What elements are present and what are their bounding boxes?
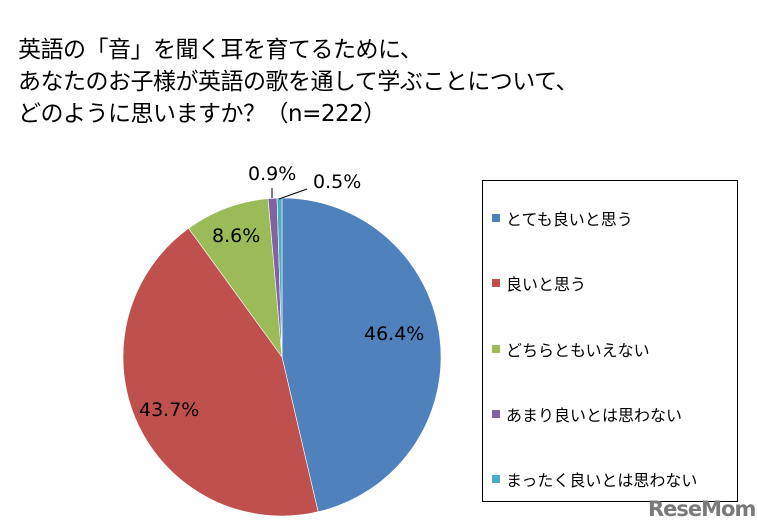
title-line-2: あなたのお子様が英語の歌を通して学ぶことについて、 xyxy=(18,69,578,95)
slice-good xyxy=(122,227,319,517)
title-line-3: どのように思いますか？（n=222） xyxy=(18,101,386,127)
legend-item-not-good-at-all: まったく良いとは思わない xyxy=(492,467,697,491)
legend-label: どちらともいえない xyxy=(506,341,650,360)
pie-slices xyxy=(122,197,442,517)
title-line-1: 英語の「音」を聞く耳を育てるために、 xyxy=(18,37,423,63)
legend-item-not-very-good: あまり良いとは思わない xyxy=(492,402,682,426)
leader-line-0-5 xyxy=(278,188,308,200)
resemom-logo: ReseMom xyxy=(648,497,756,521)
data-label-very-good: 46.4% xyxy=(364,323,425,345)
legend-swatch-icon xyxy=(492,345,500,353)
legend-item-very-good: とても良いと思う xyxy=(492,206,633,230)
slice-neutral xyxy=(188,198,283,359)
legend-swatch-icon xyxy=(492,475,500,483)
legend-label: まったく良いとは思わない xyxy=(506,471,698,490)
legend-swatch-icon xyxy=(492,279,500,287)
legend-item-good: 良いと思う xyxy=(492,271,586,295)
data-label-neutral: 8.6% xyxy=(212,225,261,247)
legend-item-neutral: どちらともいえない xyxy=(492,337,650,361)
data-label-not-good-at-all: 0.5% xyxy=(313,171,362,193)
chart-title: 英語の「音」を聞く耳を育てるために、 あなたのお子様が英語の歌を通して学ぶことに… xyxy=(18,34,738,130)
data-label-not-very-good: 0.9% xyxy=(248,163,297,185)
data-label-good: 43.7% xyxy=(139,399,200,421)
legend-swatch-icon xyxy=(492,410,500,418)
legend-swatch-icon xyxy=(492,214,500,222)
legend-label: あまり良いとは思わない xyxy=(506,406,683,425)
legend: とても良いと思う 良いと思う どちらともいえない あまり良いとは思わない まった… xyxy=(482,180,738,502)
slice-very-good xyxy=(281,197,442,513)
legend-label: とても良いと思う xyxy=(506,210,633,229)
legend-label: 良いと思う xyxy=(506,275,587,294)
